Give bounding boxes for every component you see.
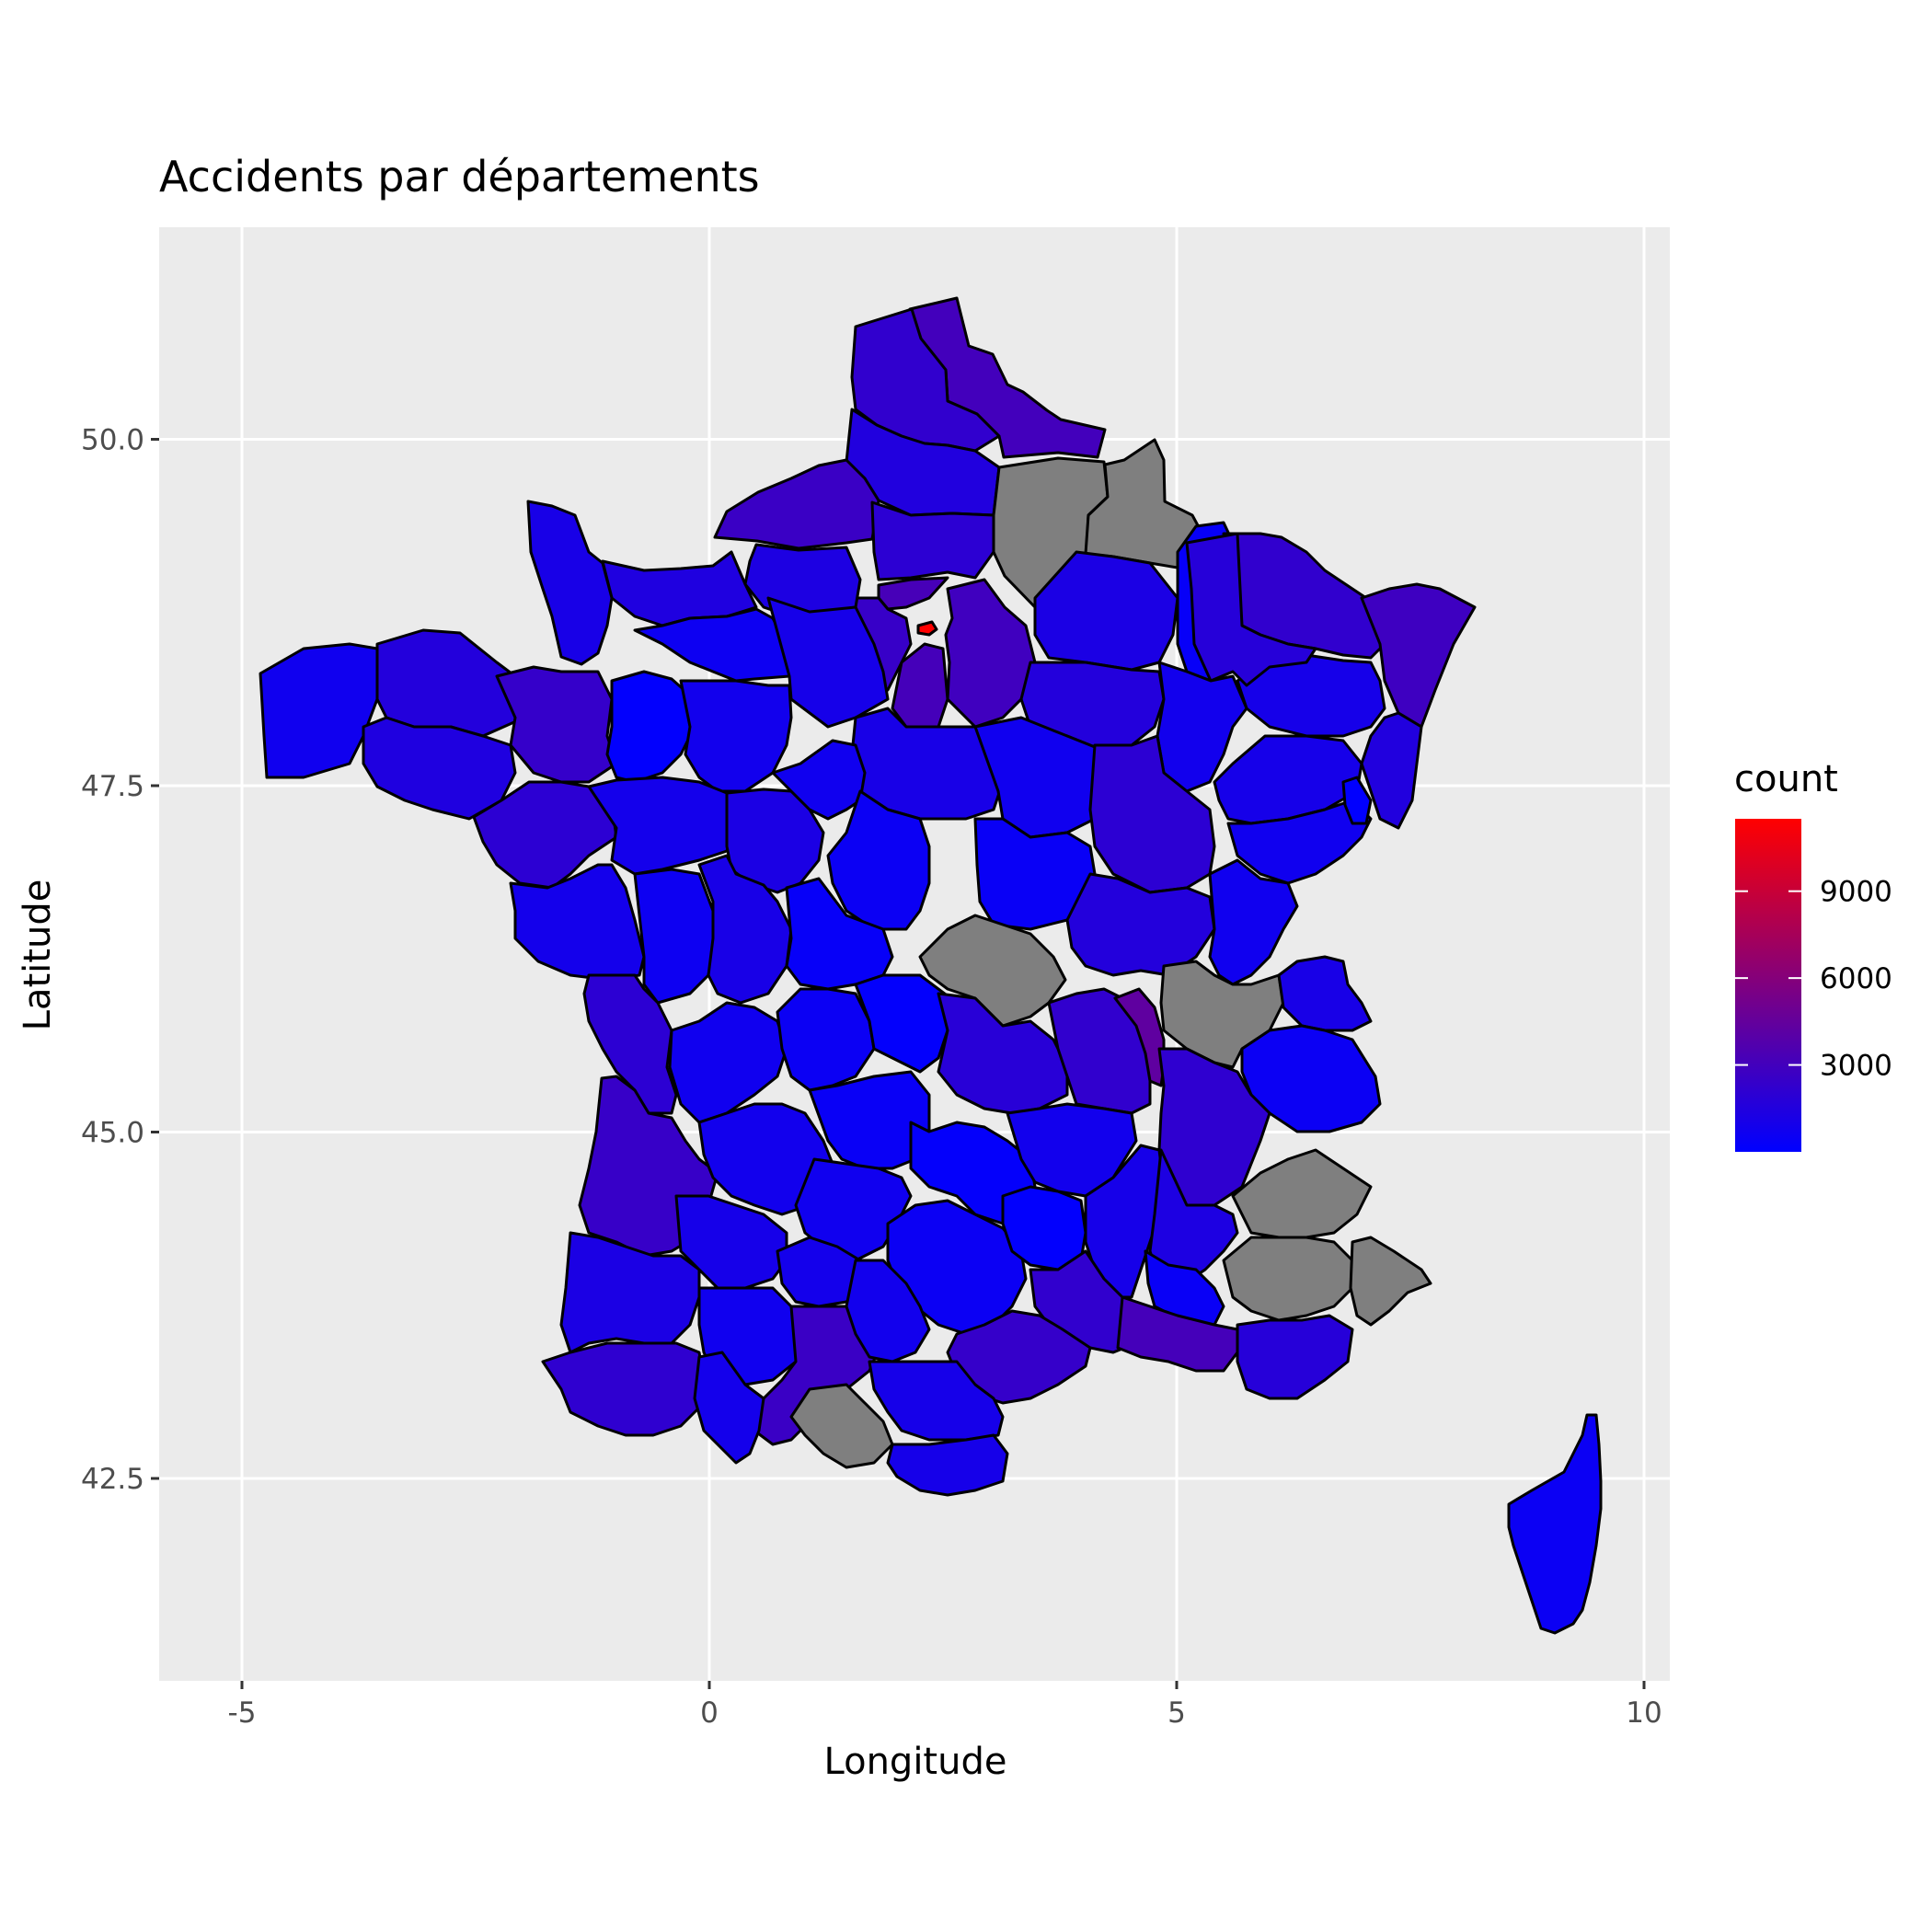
region-bouches-du-rh-ne (1116, 1295, 1239, 1373)
region-creuse (854, 973, 959, 1074)
region-pyr-n-es-orientales (886, 1433, 1009, 1497)
region-seine-maritime (713, 458, 880, 550)
region-loire-atlantique (472, 780, 618, 890)
legend-colorbar (1735, 819, 1801, 1152)
region-deux-s-vres (633, 868, 715, 1005)
region-calvados (601, 550, 758, 627)
region-tarn (845, 1259, 931, 1363)
region-sa-ne-et-loire (1065, 872, 1216, 977)
x-tick-label: 10 (1626, 1696, 1662, 1730)
region-territoire-de-belfort (1341, 776, 1373, 825)
region-marne (1033, 550, 1179, 672)
legend-label: 9000 (1820, 876, 1892, 909)
region-oise (870, 500, 995, 581)
region-morbihan (362, 716, 517, 821)
region-var (1236, 1314, 1354, 1400)
y-tick-label: 50.0 (81, 424, 144, 457)
legend-ticks: 3000 6000 9000 (1735, 876, 1892, 1083)
region-bas-rhin (1360, 582, 1477, 729)
region-essonne (891, 642, 949, 729)
legend: count 3000 6000 9000 (1734, 758, 1892, 1152)
region-manche (526, 500, 614, 666)
region-charente (668, 1001, 788, 1124)
region-eure (743, 543, 862, 618)
region-eure-et-loir (766, 596, 890, 729)
axes: -5 0 5 10 42.5 45.0 47.5 50.0 (81, 424, 1662, 1731)
x-tick-label: 0 (700, 1696, 719, 1730)
region-cher (826, 789, 931, 931)
region-layer (259, 296, 1603, 1635)
region-hautes-pyr-n-es (693, 1351, 765, 1465)
region-ari-ge (789, 1383, 894, 1469)
region-corse (1507, 1413, 1603, 1635)
y-axis-label: Latitude (17, 880, 59, 1031)
legend-title: count (1734, 758, 1838, 800)
region-charente-maritime (582, 973, 678, 1115)
region-meurthe-et-moselle (1185, 532, 1317, 687)
x-tick-label: 5 (1167, 1696, 1186, 1730)
y-tick-label: 47.5 (81, 770, 144, 803)
region-mayenne (605, 670, 696, 784)
chart-title: Accidents par départements (159, 152, 760, 201)
region-haute-loire (1006, 1102, 1138, 1198)
region-doubs (1226, 799, 1373, 885)
x-tick-label: -5 (228, 1696, 257, 1730)
x-axis-label: Longitude (824, 1741, 1007, 1783)
region-c-te-d-or (1088, 734, 1216, 894)
legend-label: 6000 (1820, 962, 1892, 995)
region-dr-me (1148, 1148, 1239, 1290)
region-is-re (1157, 1047, 1271, 1207)
region-jura (1208, 858, 1299, 986)
region-aude (868, 1360, 1005, 1442)
region-haute-savoie (1277, 955, 1373, 1032)
region-landes (559, 1231, 701, 1354)
legend-label: 3000 (1820, 1050, 1892, 1083)
y-tick-label: 42.5 (81, 1463, 144, 1496)
region-paris (916, 620, 938, 637)
region-alpes-maritimes (1349, 1236, 1432, 1327)
region-vienne (697, 854, 793, 1005)
region-puy-de-d-me (937, 992, 1069, 1115)
y-tick-label: 45.0 (81, 1117, 144, 1150)
region-haut-rhin (1360, 711, 1423, 830)
region-haute-vienne (776, 987, 876, 1092)
region-allier (918, 914, 1067, 1028)
region-seine-et-marne (944, 578, 1037, 729)
